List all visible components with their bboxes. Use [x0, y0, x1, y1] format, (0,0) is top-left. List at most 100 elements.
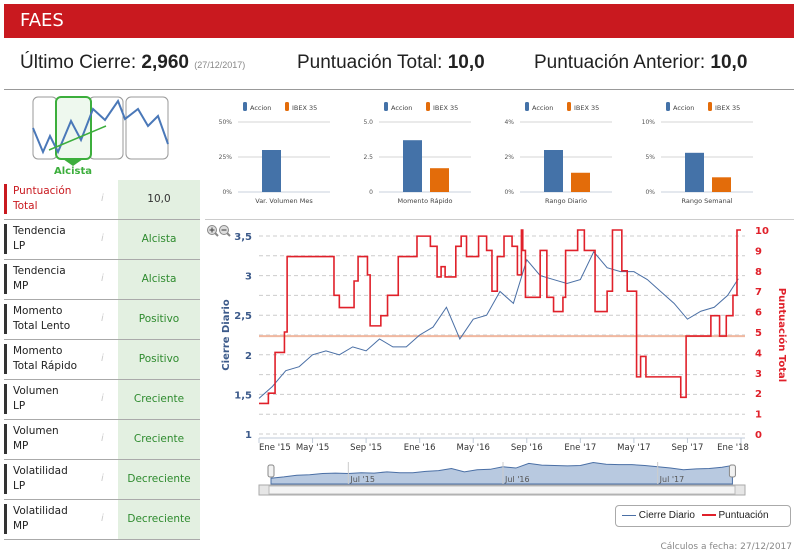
trend-gauge: Alcista [32, 96, 169, 176]
info-icon[interactable]: i [101, 353, 104, 364]
bar-ibex [571, 172, 590, 192]
info-icon[interactable]: i [101, 273, 104, 284]
divider [205, 219, 794, 220]
info-icon[interactable]: i [101, 193, 104, 204]
y-tick-left: 3 [245, 272, 252, 283]
indicator-label: Momento Total Rápido [4, 344, 99, 374]
bar-ibex [430, 168, 449, 192]
navigator-label: Jul '15 [349, 475, 375, 484]
legend-item-score[interactable]: Puntuación [718, 510, 769, 521]
info-icon[interactable]: i [101, 473, 104, 484]
legend-swatch-ibex [426, 102, 430, 111]
info-icon[interactable]: i [101, 313, 104, 324]
indicator-label: Volatilidad LP [4, 464, 99, 494]
legend-swatch-accion [243, 102, 247, 111]
navigator-series [270, 462, 733, 485]
x-tick: Sep '16 [511, 443, 543, 453]
bar-accion [685, 152, 704, 192]
x-label: Rango Diario [545, 197, 587, 205]
indicator-value: Alcista [118, 220, 200, 259]
total-score-value: 10,0 [447, 52, 485, 73]
indicator-row: Volatilidad LP i Decreciente [4, 460, 200, 500]
indicator-value: 10,0 [118, 180, 200, 219]
y-tick: 50% [219, 119, 233, 126]
y-tick-right: 6 [755, 308, 762, 319]
total-score: Puntuación Total: 10,0 [297, 52, 485, 74]
last-close: Último Cierre: 2,960 (27/12/2017) [20, 52, 245, 74]
bar-accion [262, 150, 281, 192]
y-tick-right: 5 [755, 328, 762, 339]
zoom-out-icon[interactable] [219, 225, 231, 237]
indicator-value: Positivo [118, 300, 200, 339]
y-tick-right: 3 [755, 369, 762, 380]
indicator-value: Creciente [118, 420, 200, 459]
x-tick: Ene '17 [564, 443, 596, 453]
info-icon[interactable]: i [101, 233, 104, 244]
bar-ibex [712, 177, 731, 192]
y-tick-right: 10 [755, 226, 769, 237]
legend-text: Accion [391, 104, 412, 112]
info-icon[interactable]: i [101, 513, 104, 524]
indicator-label: Tendencia MP [4, 264, 99, 294]
legend-item-close[interactable]: Cierre Diario [638, 510, 695, 521]
x-label: Momento Rápido [397, 197, 452, 205]
info-icon[interactable]: i [101, 433, 104, 444]
mini-bar-charts: Accion IBEX 350%25%50%Var. Volumen MesAcc… [219, 102, 753, 205]
legend-text: Accion [673, 104, 694, 112]
indicator-value: Creciente [118, 380, 200, 419]
indicator-label: Momento Total Lento [4, 304, 99, 334]
previous-score: Puntuación Anterior: 10,0 [534, 52, 747, 74]
legend-swatch-ibex [567, 102, 571, 111]
y-tick: 0% [222, 189, 232, 196]
previous-score-value: 10,0 [710, 52, 748, 73]
x-tick: Ene '16 [404, 443, 436, 453]
indicator-label: Volumen LP [4, 384, 99, 414]
y-tick: 10% [642, 119, 656, 126]
info-icon[interactable]: i [101, 393, 104, 404]
y-tick: 2.5 [363, 154, 373, 161]
indicator-value: Alcista [118, 260, 200, 299]
gauge-box [125, 96, 169, 160]
scrollbar-thumb[interactable] [268, 485, 736, 495]
zoom-in-icon[interactable] [207, 225, 219, 237]
previous-score-label: Puntuación Anterior: [534, 52, 706, 73]
legend-swatch-accion [666, 102, 670, 111]
indicator-label: Tendencia LP [4, 224, 99, 254]
price-score-chart: 1 1,5 2 2,5 3 3,5 0 1 2 3 4 5 6 7 8 9 10 Cierre Diario Pun… [207, 225, 788, 496]
navigator-handle[interactable] [728, 464, 736, 478]
legend-swatch-ibex [285, 102, 289, 111]
x-label: Var. Volumen Mes [255, 197, 313, 205]
chart-legend[interactable]: Cierre Diario Puntuación [615, 505, 791, 527]
y-tick-right: 9 [755, 246, 762, 257]
y-tick: 0 [369, 189, 373, 196]
legend-swatch-accion [525, 102, 529, 111]
y-tick-right: 8 [755, 267, 762, 278]
legend-line-icon [701, 514, 716, 517]
y-tick-left: 2,5 [234, 311, 252, 322]
gauge-label: Alcista [54, 166, 92, 176]
y-tick-right: 4 [755, 348, 762, 359]
indicator-row: Volatilidad MP i Decreciente [4, 500, 200, 540]
y-tick: 5% [645, 154, 655, 161]
indicator-label: Puntuación Total [4, 184, 99, 214]
x-tick: Sep '15 [350, 443, 382, 453]
legend-text: Accion [250, 104, 271, 112]
last-close-date: (27/12/2017) [194, 60, 246, 70]
indicator-label: Volatilidad MP [4, 504, 99, 534]
indicator-row: Volumen LP i Creciente [4, 380, 200, 420]
x-tick: May '17 [617, 443, 650, 453]
legend-swatch-accion [384, 102, 388, 111]
indicator-row: Volumen MP i Creciente [4, 420, 200, 460]
y-axis-title-right: Puntuación Total [776, 288, 788, 382]
gauge-pointer-icon [63, 159, 83, 166]
navigator-handle[interactable] [267, 464, 275, 478]
indicator-row: Puntuación Total i 10,0 [4, 180, 200, 220]
indicator-label: Volumen MP [4, 424, 99, 454]
y-tick: 2% [504, 154, 514, 161]
x-label: Rango Semanal [682, 197, 733, 205]
indicator-row: Momento Total Lento i Positivo [4, 300, 200, 340]
bar-accion [403, 140, 422, 192]
y-tick: 4% [504, 119, 514, 126]
y-tick: 0% [645, 189, 655, 196]
mini-chart: Accion IBEX 35 0% 25% 50% Var. Volumen Mes [219, 102, 330, 205]
